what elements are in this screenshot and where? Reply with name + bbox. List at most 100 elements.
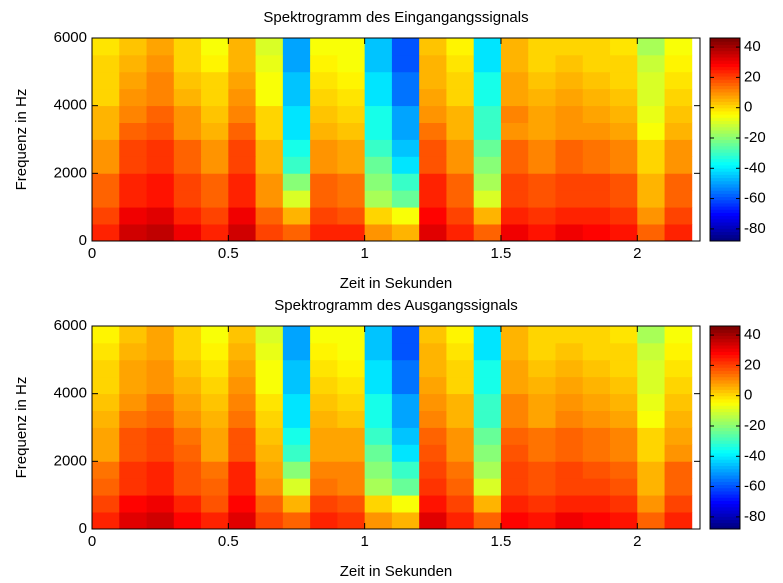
colorbar-swatch: [710, 164, 740, 169]
heatmap-cell: [528, 512, 556, 530]
heatmap-cell: [337, 342, 366, 361]
heatmap-cell: [391, 207, 420, 225]
heatmap-cell: [664, 512, 693, 530]
heatmap-cell: [173, 444, 202, 462]
heatmap-cell: [310, 224, 338, 242]
heatmap-cell: [255, 326, 284, 344]
heatmap-cell: [255, 359, 284, 378]
heatmap-cell: [473, 139, 502, 157]
colorbar-swatch: [710, 79, 740, 83]
heatmap-cell: [555, 156, 584, 174]
heatmap-cell: [228, 393, 256, 411]
heatmap-cell: [92, 71, 120, 90]
heatmap-cell: [582, 207, 611, 225]
colorbar-swatch: [710, 142, 740, 147]
colorbar-swatch: [710, 47, 740, 52]
colorbar-swatch: [710, 379, 740, 384]
colorbar-swatch: [710, 225, 740, 229]
heatmap-cell: [419, 105, 447, 123]
heatmap-cell: [473, 478, 502, 496]
heatmap-cell: [610, 326, 638, 344]
heatmap-cell: [310, 54, 338, 73]
heatmap-cell: [146, 224, 175, 242]
heatmap-cell: [473, 105, 502, 123]
heatmap-cell: [528, 495, 556, 513]
chart-title: Spektrogramm des Eingangangssignals: [263, 9, 528, 26]
colorbar-tick-label: -20: [744, 417, 766, 434]
colorbar-swatch: [710, 107, 740, 112]
heatmap-cell: [419, 38, 447, 56]
heatmap-cell: [664, 71, 693, 90]
heatmap-cell: [282, 139, 311, 157]
heatmap-cell: [664, 495, 693, 513]
heatmap-cell: [228, 342, 256, 361]
heatmap-cell: [255, 393, 284, 411]
heatmap-cell: [419, 478, 447, 496]
heatmap-cell: [119, 326, 147, 344]
heatmap-cell: [92, 54, 120, 73]
heatmap-cell: [528, 105, 556, 123]
heatmap-cell: [337, 207, 366, 225]
heatmap-cell: [473, 342, 502, 361]
heatmap-cell: [310, 478, 338, 496]
colorbar-swatch: [710, 522, 740, 527]
heatmap-cell: [310, 427, 338, 445]
heatmap-cell: [610, 139, 638, 157]
heatmap-cell: [582, 88, 611, 107]
heatmap-cell: [364, 512, 393, 530]
heatmap-cell: [473, 122, 502, 140]
heatmap-cell: [446, 88, 475, 107]
colorbar-swatch: [710, 405, 740, 409]
colorbar-swatch: [710, 386, 740, 390]
colorbar-swatch: [710, 338, 740, 343]
heatmap-cell: [364, 38, 393, 56]
heatmap-cell: [201, 410, 229, 428]
heatmap-cell: [555, 359, 584, 378]
heatmap-cell: [310, 512, 338, 530]
heatmap-cell: [92, 207, 120, 225]
heatmap-cell: [364, 444, 393, 462]
colorbar-swatch: [710, 212, 740, 217]
heatmap-cell: [391, 173, 420, 191]
heatmap-cell: [255, 122, 284, 140]
heatmap-cell: [446, 393, 475, 411]
y-axis-label: Frequenz in Hz: [13, 89, 30, 191]
heatmap-cell: [364, 427, 393, 445]
heatmap-cell: [555, 512, 584, 530]
heatmap-cell: [146, 88, 175, 107]
colorbar-box: [709, 325, 741, 530]
colorbar-swatch: [710, 424, 740, 428]
heatmap-cell: [201, 190, 229, 208]
colorbar-swatch: [710, 335, 740, 340]
heatmap-cell: [637, 173, 665, 191]
heatmap-cell: [173, 71, 202, 90]
colorbar-swatch: [710, 433, 740, 438]
heatmap-cell: [582, 224, 611, 242]
heatmap-cell: [119, 105, 147, 123]
heatmap-cell: [419, 427, 447, 445]
heatmap-cell: [500, 376, 529, 395]
heatmap-cell: [310, 71, 338, 90]
colorbar-swatch: [710, 145, 740, 150]
heatmap-cell: [391, 393, 420, 411]
heatmap-cell: [228, 376, 256, 395]
heatmap-cell: [364, 122, 393, 140]
heatmap-cell: [255, 156, 284, 174]
heatmap-cell: [119, 224, 147, 242]
colorbar-tick-label: 40: [744, 326, 761, 343]
heatmap-cell: [555, 427, 584, 445]
heatmap-cell: [146, 173, 175, 191]
colorbar-tick-label: 40: [744, 38, 761, 55]
heatmap-cell: [446, 207, 475, 225]
heatmap-cell: [310, 207, 338, 225]
heatmap-cell: [582, 359, 611, 378]
heatmap-cell: [528, 410, 556, 428]
heatmap-cell: [173, 326, 202, 344]
y-tick-label: 2000: [54, 452, 87, 469]
heatmap-cell: [664, 54, 693, 73]
heatmap-cell: [610, 444, 638, 462]
heatmap-cell: [637, 444, 665, 462]
heatmap-cell: [201, 105, 229, 123]
heatmap-cell: [282, 105, 311, 123]
heatmap-cell: [146, 38, 175, 56]
